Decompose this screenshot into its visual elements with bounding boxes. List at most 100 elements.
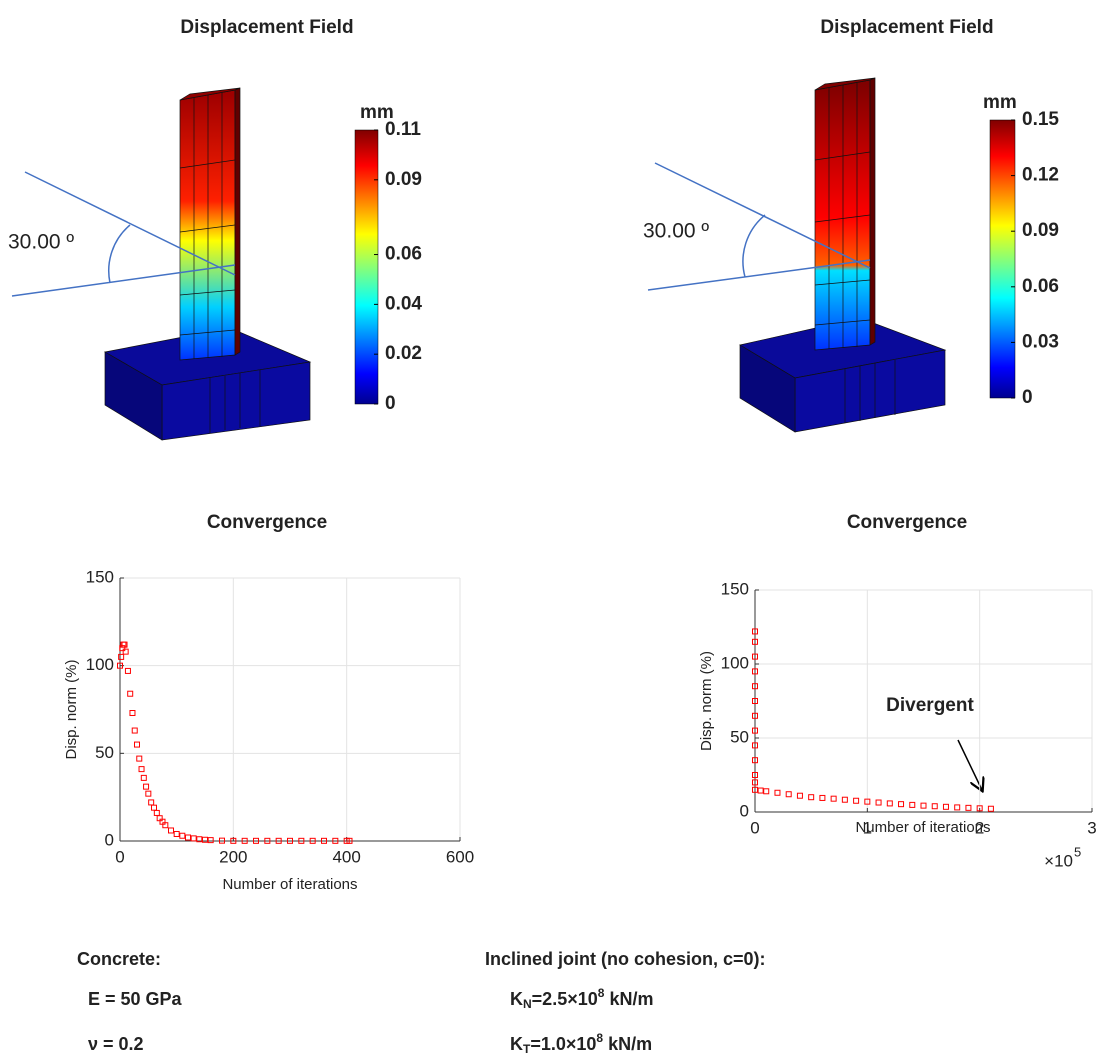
colorbar [355,130,378,404]
material-property: E = 50 GPa [88,989,183,1009]
axis-exponent-power: 5 [1074,844,1081,859]
marker [764,789,769,794]
unit: kN/m [604,989,653,1009]
panel-title: Displacement Field [820,17,993,38]
marker [988,806,993,811]
marker [152,805,157,810]
panel-title: Displacement Field [180,17,353,38]
x-tick-label: 200 [219,847,247,866]
colorbar-tick-label: 0 [1022,387,1033,408]
marker [921,803,926,808]
x-tick-label: 600 [446,847,474,866]
x-tick-label: 0 [750,818,759,837]
chart-title: Convergence [207,512,327,533]
marker [169,828,174,833]
marker [141,775,146,780]
marker [132,728,137,733]
marker [786,792,791,797]
colorbar-tick-label: 0.06 [1022,276,1059,297]
marker [876,800,881,805]
marker [125,668,130,673]
colorbar-unit: mm [983,92,1017,113]
material-property: ν = 0.2 [88,1034,144,1054]
marker [149,800,154,805]
annotation-arrow [958,740,982,790]
marker [130,711,135,716]
figure: Displacement Field Displacement Field 30… [0,0,1102,1062]
angle-label: 30.00 º [8,231,74,254]
annotation: Divergent [886,695,974,716]
y-tick-label: 100 [721,653,749,672]
model-3d [105,88,310,440]
axis-exponent: ×10 [1044,851,1073,870]
marker [809,795,814,800]
marker [887,801,892,806]
marker [146,791,151,796]
marker [186,835,191,840]
y-tick-label: 50 [730,727,749,746]
marker [135,742,140,747]
marker [820,795,825,800]
colorbar-tick-label: 0.15 [1022,109,1059,130]
marker [854,798,859,803]
x-tick-label: 0 [115,847,124,866]
chart-title: Convergence [847,512,967,533]
symbol: K [510,989,523,1009]
marker [174,831,179,836]
marker [191,836,196,841]
material-heading: Concrete: [77,949,161,969]
y-axis-label: Disp. norm (%) [63,659,80,759]
marker [137,756,142,761]
material-property: KT=1.0×108 kN/m [510,1031,652,1056]
y-tick-label: 0 [105,830,114,849]
marker [943,804,948,809]
x-tick-label: 3 [1087,818,1096,837]
marker [154,810,159,815]
value: =2.5×10 [532,989,598,1009]
y-axis-label: Disp. norm (%) [698,651,715,751]
symbol: K [510,1034,523,1054]
colorbar-tick-label: 0.02 [385,343,422,364]
marker [831,796,836,801]
colorbar-tick-label: 0.04 [385,293,422,314]
marker [128,691,133,696]
marker [899,802,904,807]
marker [144,784,149,789]
marker [123,649,128,654]
colorbar-tick-label: 0.03 [1022,331,1059,352]
marker [203,837,208,842]
material-property: KN=2.5×108 kN/m [510,986,653,1011]
marker [842,797,847,802]
y-tick-label: 100 [86,655,114,674]
marker [180,833,185,838]
marker [758,788,763,793]
marker [932,804,937,809]
y-tick-label: 0 [740,801,749,820]
marker [910,802,915,807]
colorbar-tick-label: 0.09 [1022,220,1059,241]
marker [966,805,971,810]
colorbar-tick-label: 0.06 [385,244,422,265]
x-axis-label: Number of iterations [222,876,357,893]
marker [119,654,124,659]
marker [775,790,780,795]
value: =1.0×10 [530,1034,596,1054]
colorbar [990,120,1015,398]
angle-label: 30.00 º [643,220,709,243]
marker [139,767,144,772]
marker [955,805,960,810]
colorbar-tick-label: 0.09 [385,169,422,190]
subscript: N [523,997,532,1011]
colorbar-tick-label: 0.12 [1022,165,1059,186]
material-heading: Inclined joint (no cohesion, c=0): [485,949,766,969]
x-axis-label: Number of iterations [855,819,990,836]
y-tick-label: 150 [721,579,749,598]
x-tick-label: 400 [332,847,360,866]
y-tick-label: 50 [95,743,114,762]
marker [208,838,213,843]
marker [797,793,802,798]
y-tick-label: 150 [86,567,114,586]
unit: kN/m [603,1034,652,1054]
colorbar-tick-label: 0 [385,393,396,414]
colorbar-tick-label: 0.11 [385,119,421,140]
